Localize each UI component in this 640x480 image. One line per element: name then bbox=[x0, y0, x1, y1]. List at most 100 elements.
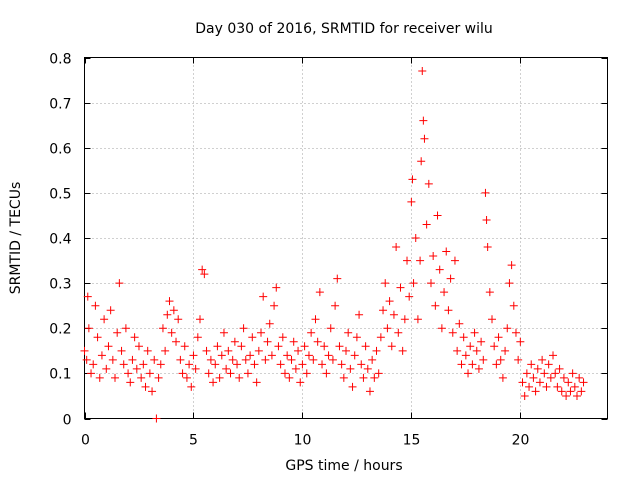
data-point bbox=[483, 243, 492, 252]
data-point bbox=[119, 360, 128, 369]
data-point bbox=[357, 360, 366, 369]
data-point bbox=[418, 67, 427, 76]
data-point bbox=[352, 333, 361, 342]
data-point bbox=[392, 243, 401, 252]
data-point bbox=[219, 328, 228, 337]
data-point bbox=[204, 369, 213, 378]
data-point bbox=[468, 360, 477, 369]
data-point bbox=[355, 310, 364, 319]
data-point bbox=[87, 369, 96, 378]
data-point bbox=[466, 342, 475, 351]
data-point bbox=[100, 315, 109, 324]
y-tick-label: 0.7 bbox=[49, 97, 71, 113]
data-point bbox=[531, 387, 540, 396]
data-point bbox=[509, 301, 518, 310]
data-point bbox=[235, 373, 244, 382]
data-point bbox=[333, 274, 342, 283]
data-point bbox=[134, 342, 143, 351]
data-point bbox=[381, 279, 390, 288]
data-point bbox=[453, 346, 462, 355]
data-point bbox=[407, 197, 416, 206]
data-point bbox=[230, 337, 239, 346]
data-point bbox=[376, 333, 385, 342]
y-tick-labels: 0 0.1 0.2 0.3 0.4 0.5 0.6 0.7 0.8 bbox=[49, 52, 71, 429]
data-point bbox=[167, 328, 176, 337]
data-point bbox=[444, 306, 453, 315]
data-point bbox=[211, 360, 220, 369]
y-tick-label: 0.4 bbox=[49, 232, 71, 248]
axis-ticks bbox=[84, 57, 608, 420]
data-point bbox=[291, 364, 300, 373]
data-point bbox=[365, 387, 374, 396]
data-point bbox=[516, 337, 525, 346]
data-point bbox=[237, 342, 246, 351]
data-point bbox=[126, 378, 135, 387]
data-point bbox=[217, 351, 226, 360]
data-point bbox=[106, 306, 115, 315]
data-point bbox=[477, 337, 486, 346]
data-point bbox=[511, 328, 520, 337]
data-point bbox=[130, 333, 139, 342]
data-point bbox=[213, 342, 222, 351]
data-point bbox=[335, 342, 344, 351]
y-tick-label: 0.3 bbox=[49, 277, 71, 293]
data-point bbox=[322, 369, 331, 378]
data-point bbox=[525, 382, 534, 391]
data-point bbox=[446, 274, 455, 283]
data-point bbox=[265, 319, 274, 328]
data-point bbox=[326, 324, 335, 333]
data-point bbox=[226, 369, 235, 378]
data-point bbox=[422, 220, 431, 229]
x-tick-label: 5 bbox=[189, 433, 198, 449]
data-point bbox=[298, 360, 307, 369]
data-point bbox=[482, 215, 491, 224]
data-point bbox=[579, 378, 588, 387]
data-point bbox=[339, 373, 348, 382]
data-point bbox=[252, 378, 261, 387]
data-point bbox=[442, 247, 451, 256]
data-point bbox=[296, 378, 305, 387]
data-point bbox=[276, 360, 285, 369]
data-point bbox=[248, 333, 257, 342]
data-point bbox=[490, 342, 499, 351]
data-point bbox=[479, 355, 488, 364]
data-point bbox=[455, 319, 464, 328]
data-point bbox=[387, 342, 396, 351]
data-point bbox=[309, 355, 318, 364]
data-point bbox=[413, 315, 422, 324]
data-point bbox=[342, 346, 350, 355]
data-point bbox=[570, 382, 579, 391]
data-point bbox=[195, 315, 204, 324]
x-axis-label: GPS time / hours bbox=[285, 458, 402, 474]
data-point bbox=[246, 351, 255, 360]
data-point bbox=[139, 360, 148, 369]
data-point bbox=[350, 351, 359, 360]
data-point bbox=[419, 116, 428, 125]
data-point bbox=[572, 391, 581, 400]
data-point bbox=[522, 369, 531, 378]
data-point bbox=[189, 351, 198, 360]
data-point bbox=[546, 373, 555, 382]
data-point bbox=[457, 360, 466, 369]
data-point bbox=[450, 256, 459, 265]
data-point bbox=[143, 346, 152, 355]
data-point bbox=[285, 373, 294, 382]
data-point bbox=[328, 355, 337, 364]
data-point bbox=[420, 134, 429, 143]
data-point bbox=[492, 360, 501, 369]
data-point bbox=[575, 373, 584, 382]
data-point bbox=[124, 369, 133, 378]
data-point bbox=[346, 364, 355, 373]
data-point bbox=[416, 256, 425, 265]
data-point bbox=[180, 342, 189, 351]
data-point bbox=[577, 387, 586, 396]
data-point bbox=[488, 315, 497, 324]
data-point bbox=[544, 360, 553, 369]
data-point bbox=[481, 188, 490, 197]
data-point bbox=[145, 369, 154, 378]
data-point bbox=[272, 283, 281, 292]
data-point bbox=[274, 342, 283, 351]
data-point bbox=[83, 292, 92, 301]
data-point bbox=[102, 364, 111, 373]
data-point bbox=[209, 378, 218, 387]
